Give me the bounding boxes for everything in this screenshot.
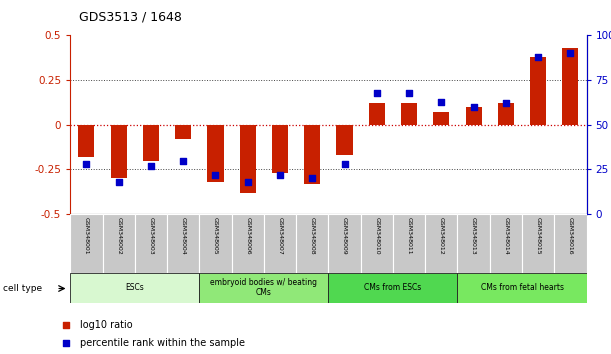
Text: CMs from ESCs: CMs from ESCs <box>364 283 422 292</box>
Bar <box>554 214 587 273</box>
Point <box>404 90 414 96</box>
Bar <box>329 273 458 303</box>
Point <box>114 179 123 185</box>
Text: ESCs: ESCs <box>125 283 144 292</box>
Text: GSM348011: GSM348011 <box>406 217 412 255</box>
Bar <box>466 107 481 125</box>
Bar <box>70 214 103 273</box>
Bar <box>360 214 393 273</box>
Bar <box>425 214 458 273</box>
Text: GSM348006: GSM348006 <box>245 217 251 255</box>
Bar <box>199 214 232 273</box>
Bar <box>393 214 425 273</box>
Point <box>211 172 221 178</box>
Bar <box>337 125 353 155</box>
Point <box>81 161 91 167</box>
Point <box>340 161 349 167</box>
Point <box>307 176 317 181</box>
Point <box>533 54 543 60</box>
Text: GSM348007: GSM348007 <box>277 217 282 255</box>
Bar <box>498 103 514 125</box>
Bar <box>232 214 264 273</box>
Bar <box>304 125 320 184</box>
Bar <box>199 273 329 303</box>
Text: GDS3513 / 1648: GDS3513 / 1648 <box>79 11 182 24</box>
Text: GSM348002: GSM348002 <box>116 217 121 255</box>
Bar <box>143 125 159 161</box>
Bar <box>240 125 256 193</box>
Text: GSM348009: GSM348009 <box>342 217 347 255</box>
Point <box>372 90 382 96</box>
Bar <box>70 273 199 303</box>
Bar <box>111 125 126 178</box>
Text: percentile rank within the sample: percentile rank within the sample <box>80 338 245 348</box>
Bar <box>458 273 587 303</box>
Bar <box>296 214 329 273</box>
Bar <box>135 214 167 273</box>
Text: GSM348005: GSM348005 <box>213 217 218 255</box>
Text: cell type: cell type <box>3 284 42 293</box>
Bar <box>175 125 191 139</box>
Bar <box>78 125 95 157</box>
Point <box>436 99 446 104</box>
Bar <box>369 103 385 125</box>
Bar <box>167 214 199 273</box>
Bar <box>401 103 417 125</box>
Point <box>566 50 576 56</box>
Bar <box>103 214 135 273</box>
Point <box>178 158 188 164</box>
Point <box>62 340 71 346</box>
Text: log10 ratio: log10 ratio <box>80 320 133 330</box>
Text: GSM348014: GSM348014 <box>503 217 508 255</box>
Bar <box>490 214 522 273</box>
Text: GSM348016: GSM348016 <box>568 217 573 255</box>
Text: GSM348015: GSM348015 <box>536 217 541 255</box>
Text: GSM348004: GSM348004 <box>181 217 186 255</box>
Point <box>275 172 285 178</box>
Bar <box>522 214 554 273</box>
Bar <box>458 214 490 273</box>
Bar <box>433 112 450 125</box>
Text: embryoid bodies w/ beating
CMs: embryoid bodies w/ beating CMs <box>210 278 317 297</box>
Bar <box>530 57 546 125</box>
Bar <box>207 125 224 182</box>
Text: CMs from fetal hearts: CMs from fetal hearts <box>480 283 563 292</box>
Bar <box>264 214 296 273</box>
Point <box>469 104 478 110</box>
Text: GSM348001: GSM348001 <box>84 217 89 255</box>
Point <box>146 163 156 169</box>
Text: GSM348008: GSM348008 <box>310 217 315 255</box>
Point <box>243 179 252 185</box>
Text: GSM348013: GSM348013 <box>471 217 476 255</box>
Text: GSM348010: GSM348010 <box>375 217 379 255</box>
Bar <box>272 125 288 173</box>
Text: GSM348003: GSM348003 <box>148 217 153 255</box>
Bar <box>562 48 579 125</box>
Bar <box>329 214 360 273</box>
Point <box>501 101 511 106</box>
Point <box>62 322 71 328</box>
Text: GSM348012: GSM348012 <box>439 217 444 255</box>
